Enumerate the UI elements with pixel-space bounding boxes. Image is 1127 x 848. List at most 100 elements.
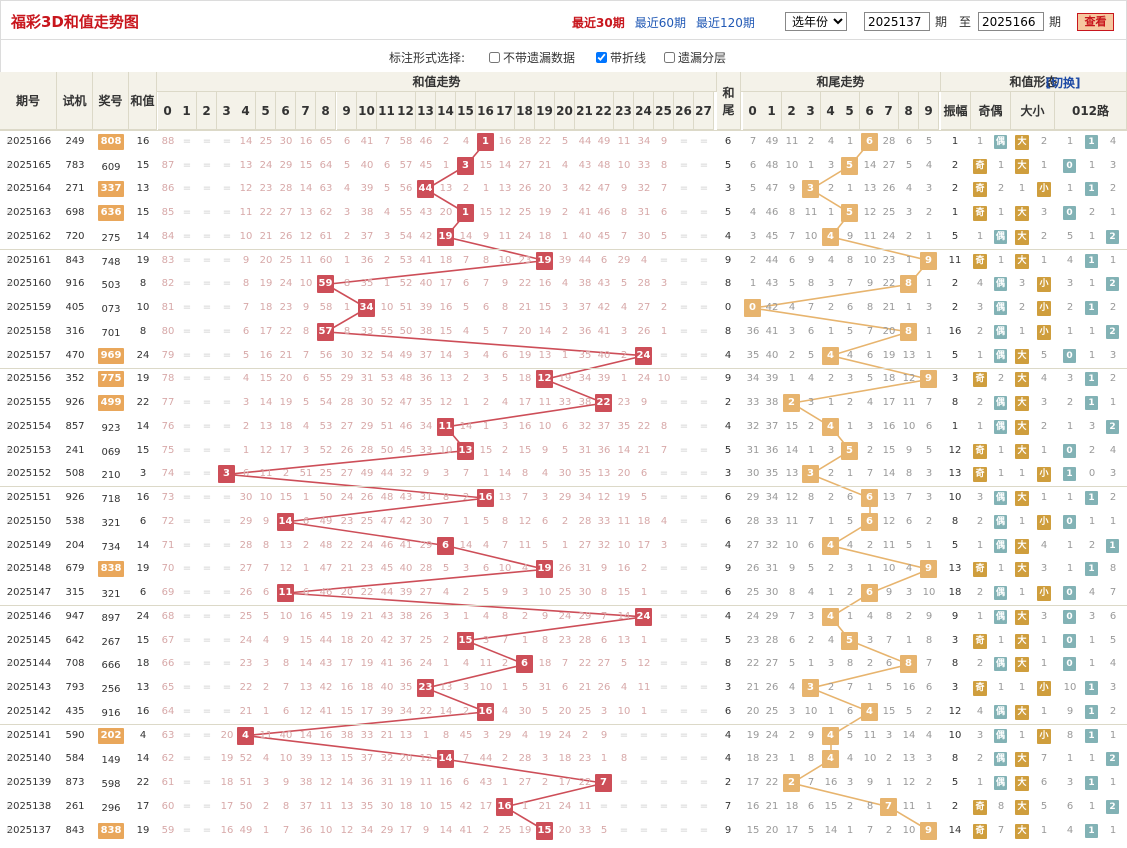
form-cell: 1 [1109,729,1117,741]
form-cell: 3 [1040,610,1048,622]
sum-miss-cell: = [699,753,709,765]
form-cell: 大 [1015,538,1029,554]
sum-miss-cell: 17 [279,444,293,456]
sum-miss-cell: 26 [558,563,572,575]
year-select[interactable]: 选年份 [785,12,847,31]
form-cell: 大 [1015,229,1029,245]
sum-miss-cell: 14 [299,183,313,195]
tail-miss-cell: 25 [765,705,779,717]
sum-miss-cell: 22 [360,587,374,599]
start-period-input[interactable] [864,12,930,31]
tail-miss-cell: 3 [827,159,835,171]
sum-miss-cell: 54 [399,230,413,242]
sum-hit-marker: 15 [457,631,474,650]
form-cell: 0 [1088,468,1096,480]
missing-layer-checkbox[interactable] [664,52,675,63]
sum-miss-cell: 65 [319,135,333,147]
sum-miss-cell: 43 [319,658,333,670]
amplitude-cell: 2 [951,183,959,195]
form-cell: 1 [1066,183,1074,195]
sum-miss-cell: 28 [360,444,374,456]
form-cell: 大 [1015,799,1029,815]
sum-cell: 15 [136,159,150,171]
form-cell: 2 [976,397,984,409]
form-cell: 1 [1088,753,1096,765]
tail-miss-cell: 1 [925,539,933,551]
tail-miss-cell: 1 [925,800,933,812]
sum-col-header-23: 23 [614,92,634,130]
sum-miss-cell: 10 [538,587,552,599]
tail-miss-cell: 2 [807,420,815,432]
sum-miss-cell: 39 [380,705,394,717]
sum-miss-cell: 14 [498,159,512,171]
sum-miss-cell: 5 [262,610,270,622]
period-30-link[interactable]: 最近30期 [572,16,625,30]
period-cell: 2025147 [6,587,52,599]
tail-miss-cell: 1 [827,325,835,337]
sum-miss-cell: = [182,444,192,456]
tail-miss-cell: 1 [827,397,835,409]
sum-miss-cell: 25 [419,634,433,646]
switch-link[interactable]: [切换] [1045,75,1081,90]
sum-miss-cell: 8 [620,207,628,219]
sum-miss-cell: = [5,610,15,622]
test-cell: 249 [65,135,85,147]
form-cell: 7 [997,824,1005,836]
sum-miss-cell: 14 [439,824,453,836]
sum-miss-cell: 3 [462,682,470,694]
no-missing-option[interactable]: 不带遗漏数据 [489,49,575,66]
query-button[interactable]: 查看 [1077,13,1114,31]
sum-miss-cell: 19 [518,349,532,361]
sum-miss-cell: = [202,658,212,670]
sum-miss-cell: 24 [637,373,651,385]
tail-miss-cell: 2 [807,634,815,646]
tail-col-header-0: 0 [743,92,763,130]
tail-miss-cell: 32 [746,420,760,432]
sum-miss-cell: 4 [302,420,310,432]
test-cell: 405 [65,302,85,314]
sum-miss-cell: 1 [640,705,648,717]
sum-miss-cell: 23 [279,302,293,314]
sum-miss-cell: 10 [259,492,273,504]
test-cell: 316 [65,325,85,337]
sum-miss-cell: 8 [600,587,608,599]
sum-miss-cell: 3 [302,444,310,456]
with-line-checkbox[interactable] [596,52,607,63]
sum-cell: 24 [136,610,150,622]
period-60-link[interactable]: 最近60期 [634,16,686,30]
sum-miss-cell: 4 [620,302,628,314]
form-cell: 1 [997,563,1005,575]
sum-miss-cell: 1 [343,254,351,266]
form-cell: 1 [997,159,1005,171]
tail-miss-cell: 15 [785,420,799,432]
tail-miss-cell: 1 [846,135,854,147]
sum-miss-cell: 37 [578,302,592,314]
sum-miss-cell: 52 [319,444,333,456]
sum-miss-cell: 8 [501,302,509,314]
prize-cell: 267 [101,636,121,648]
period-120-link[interactable]: 最近120期 [695,16,755,30]
test-cell: 315 [65,587,85,599]
sum-miss-cell: = [202,444,212,456]
with-line-option[interactable]: 带折线 [596,49,646,66]
sum-miss-cell: = [679,159,689,171]
form-cell: 偶 [994,491,1007,506]
sum-miss-cell: 86 [161,183,175,195]
sum-miss-cell: 10 [380,302,394,314]
sum-miss-cell: = [182,515,192,527]
sum-miss-cell: 64 [319,159,333,171]
form-cell: 小 [1037,681,1051,697]
tail-miss-cell: 5 [846,729,854,741]
sum-miss-cell: 20 [360,634,374,646]
form-cell: 奇 [973,253,987,269]
sum-miss-cell: 6 [660,207,668,219]
no-missing-checkbox[interactable] [489,52,500,63]
sum-miss-cell: 1 [442,658,450,670]
form-cell: 2 [997,183,1005,195]
end-period-input[interactable] [978,12,1045,31]
missing-layer-option[interactable]: 遗漏分层 [664,49,726,66]
tail-col-header-3: 3 [801,92,821,130]
sum-hit-marker: 16 [477,702,494,721]
sum-miss-cell: = [679,492,689,504]
tail-hit-marker: 9 [920,370,937,389]
